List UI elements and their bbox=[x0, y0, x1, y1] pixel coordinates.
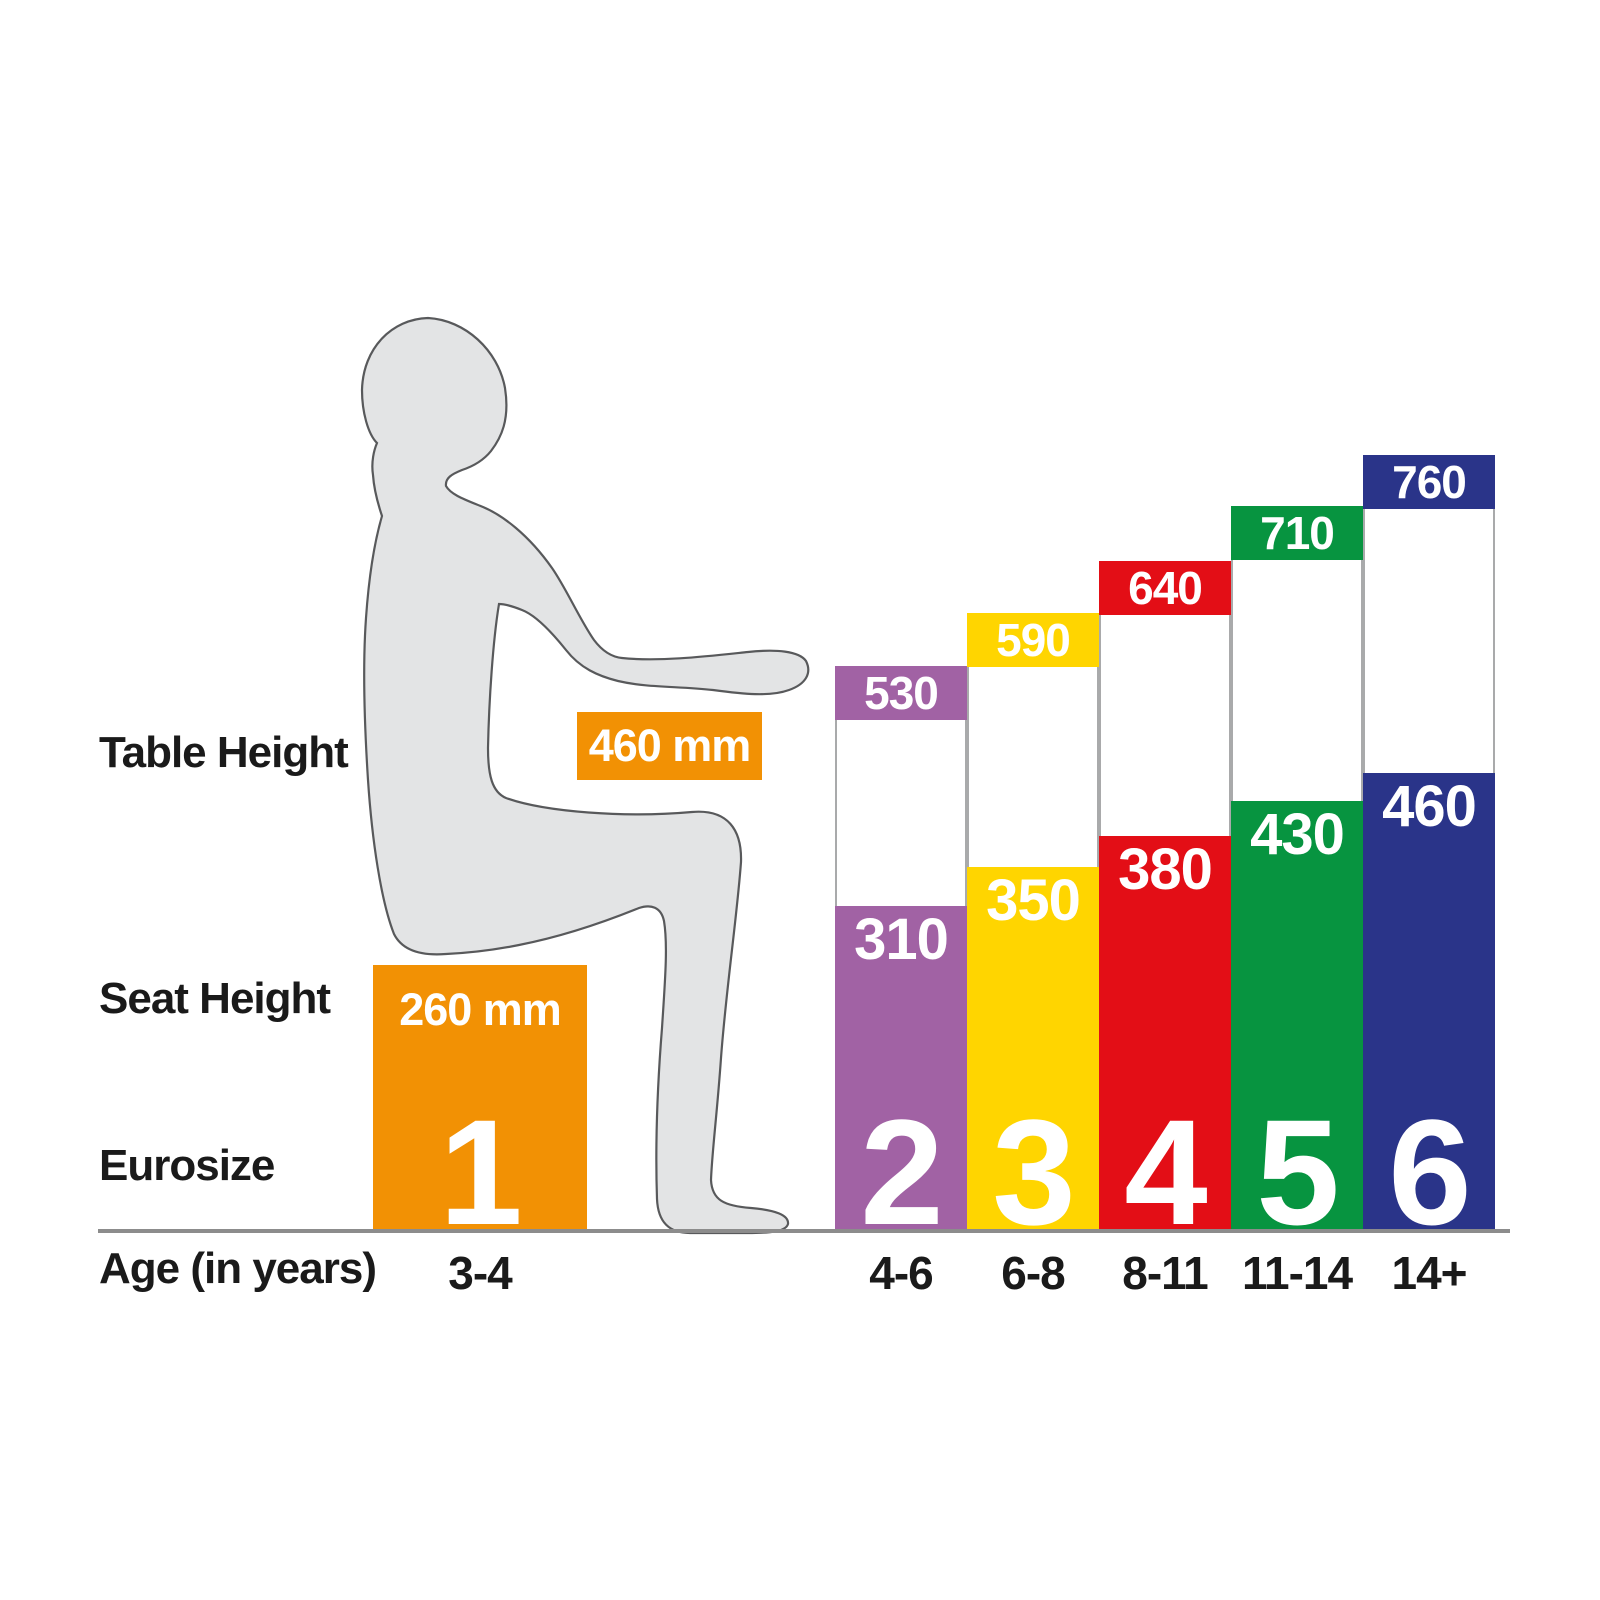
eurosize-number: 5 bbox=[1256, 1088, 1339, 1256]
table-height-label: Table Height bbox=[99, 728, 349, 777]
table-height-band: 760 bbox=[1363, 455, 1495, 509]
seat-height-block: 350 3 bbox=[967, 867, 1099, 1247]
eurosize-label: Eurosize bbox=[99, 1141, 275, 1190]
column-gap bbox=[1363, 509, 1495, 773]
column-gap bbox=[835, 720, 967, 906]
seat-height-block: 460 6 bbox=[1363, 773, 1495, 1247]
floor-line bbox=[98, 1229, 1510, 1233]
column-size-6: 760 460 6 bbox=[1363, 0, 1495, 1600]
seat-height-block: 380 4 bbox=[1099, 836, 1231, 1247]
age-value-size4: 8-11 bbox=[1122, 1247, 1209, 1299]
size1-seat-block: 260 mm 1 bbox=[373, 965, 587, 1247]
age-value-size2: 4-6 bbox=[869, 1247, 933, 1299]
size1-eurosize-number: 1 bbox=[439, 1088, 522, 1256]
seat-height-value: 460 bbox=[1382, 774, 1477, 839]
eurosize-number: 2 bbox=[860, 1088, 943, 1256]
column-size-5: 710 430 5 bbox=[1231, 0, 1363, 1600]
table-height-value: 710 bbox=[1260, 507, 1335, 559]
table-height-value: 530 bbox=[864, 667, 939, 719]
table-height-value: 640 bbox=[1128, 562, 1203, 614]
size1-table-height-value: 460 mm bbox=[588, 720, 752, 771]
seat-height-value: 380 bbox=[1118, 837, 1213, 902]
column-size-2: 530 310 2 bbox=[835, 0, 967, 1600]
seat-height-value: 430 bbox=[1250, 802, 1345, 867]
seat-height-value: 310 bbox=[854, 907, 949, 972]
column-gap bbox=[1099, 615, 1231, 836]
column-size-4: 640 380 4 bbox=[1099, 0, 1231, 1600]
table-height-band: 640 bbox=[1099, 561, 1231, 615]
size1-table-height-tag: 460 mm bbox=[577, 712, 762, 780]
eurosize-number: 6 bbox=[1388, 1088, 1471, 1256]
age-label: Age (in years) bbox=[99, 1244, 377, 1293]
eurosize-number: 4 bbox=[1124, 1088, 1207, 1256]
table-height-value: 760 bbox=[1392, 456, 1467, 508]
size1-seat-height-value: 260 mm bbox=[399, 984, 562, 1035]
seat-height-block: 310 2 bbox=[835, 906, 967, 1247]
age-value-size3: 6-8 bbox=[1001, 1247, 1065, 1299]
table-height-value: 590 bbox=[996, 614, 1071, 666]
column-gap bbox=[1231, 560, 1363, 801]
column-size-3: 590 350 3 bbox=[967, 0, 1099, 1600]
table-height-band: 590 bbox=[967, 613, 1099, 667]
seat-height-label: Seat Height bbox=[99, 974, 331, 1023]
column-gap bbox=[967, 667, 1099, 867]
silhouette-path bbox=[360, 316, 810, 1235]
age-value-size5: 11-14 bbox=[1241, 1247, 1353, 1299]
table-height-band: 710 bbox=[1231, 506, 1363, 560]
age-value-size1: 3-4 bbox=[448, 1247, 512, 1299]
seat-height-value: 350 bbox=[986, 868, 1081, 933]
eurosize-number: 3 bbox=[992, 1088, 1075, 1256]
seat-height-block: 430 5 bbox=[1231, 801, 1363, 1247]
table-height-band: 530 bbox=[835, 666, 967, 720]
age-value-size6: 14+ bbox=[1391, 1247, 1467, 1299]
